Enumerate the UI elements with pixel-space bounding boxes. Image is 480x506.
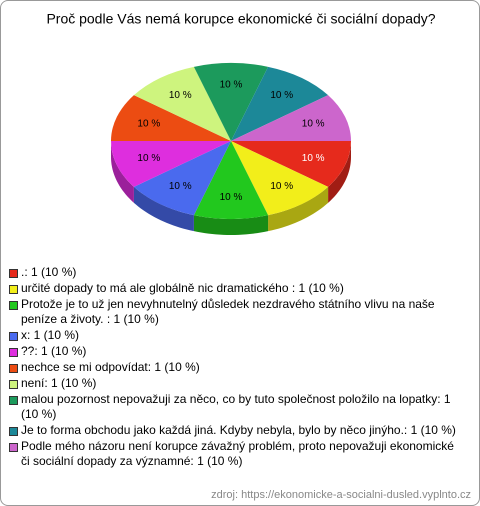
slice-side xyxy=(328,141,351,203)
legend-label: x: 1 (10 %) xyxy=(21,328,80,342)
legend-label: nechce se mi odpovídat: 1 (10 %) xyxy=(21,360,200,374)
legend-swatch xyxy=(9,348,18,357)
legend-swatch xyxy=(9,427,18,436)
legend-label: malou pozornost nepovažuji za něco, co b… xyxy=(21,392,451,421)
slice xyxy=(231,95,351,141)
legend-item: určité dopady to má ale globálně nic dra… xyxy=(9,281,464,296)
legend-item: ??: 1 (10 %) xyxy=(9,344,464,359)
legend-swatch xyxy=(9,301,18,310)
legend-item: není: 1 (10 %) xyxy=(9,376,464,391)
slice xyxy=(231,141,351,187)
legend-label: určité dopady to má ale globálně nic dra… xyxy=(21,281,344,295)
legend-swatch xyxy=(9,285,18,294)
legend-swatch xyxy=(9,269,18,278)
slice xyxy=(133,66,231,141)
slice-label: 10 % xyxy=(169,181,192,192)
slice xyxy=(111,141,231,187)
slice-label: 10 % xyxy=(137,118,160,129)
source: zdroj: https://ekonomicke-a-socialni-dus… xyxy=(211,489,471,501)
legend-swatch xyxy=(9,443,18,452)
legend-label: .: 1 (10 %) xyxy=(21,265,77,279)
slice-side xyxy=(133,186,194,232)
slice xyxy=(193,141,269,219)
slice-side xyxy=(111,141,134,203)
slice-side xyxy=(193,215,269,235)
slice-label: 10 % xyxy=(220,79,243,90)
slice xyxy=(193,63,269,141)
legend-item: malou pozornost nepovažuji za něco, co b… xyxy=(9,392,464,422)
legend-swatch xyxy=(9,396,18,405)
legend-label: Je to forma obchodu jako každá jiná. Kdy… xyxy=(21,423,456,437)
legend-swatch xyxy=(9,364,18,373)
slice xyxy=(231,66,329,141)
slice-label: 10 % xyxy=(270,90,293,101)
slice xyxy=(111,95,231,141)
legend-label: ??: 1 (10 %) xyxy=(21,344,87,358)
slice-side xyxy=(268,186,329,232)
legend-item: Protože je to už jen nevyhnutelný důsled… xyxy=(9,297,464,327)
legend-item: Podle mého názoru není korupce závažný p… xyxy=(9,439,464,469)
slice-label: 10 % xyxy=(137,153,160,164)
slice-label: 10 % xyxy=(220,192,243,203)
chart: Proč podle Vás nemá korupce ekonomické č… xyxy=(46,11,436,235)
legend-swatch xyxy=(9,332,18,341)
legend-item: x: 1 (10 %) xyxy=(9,328,464,343)
legend: .: 1 (10 %) určité dopady to má ale globá… xyxy=(9,265,464,470)
slice-label: 10 % xyxy=(169,90,192,101)
legend-label: Podle mého názoru není korupce závažný p… xyxy=(21,439,454,468)
slice-label: 10 % xyxy=(302,118,325,129)
slice-label: 10 % xyxy=(270,181,293,192)
legend-label: není: 1 (10 %) xyxy=(21,376,97,390)
legend-swatch xyxy=(9,380,18,389)
chart-title: Proč podle Vás nemá korupce ekonomické č… xyxy=(46,11,435,27)
slice xyxy=(231,141,329,216)
legend-item: .: 1 (10 %) xyxy=(9,265,464,280)
legend-item: nechce se mi odpovídat: 1 (10 %) xyxy=(9,360,464,375)
legend-label: Protože je to už jen nevyhnutelný důsled… xyxy=(21,297,435,326)
slice xyxy=(133,141,231,216)
legend-item: Je to forma obchodu jako každá jiná. Kdy… xyxy=(9,423,464,438)
slice-label: 10 % xyxy=(302,153,325,164)
